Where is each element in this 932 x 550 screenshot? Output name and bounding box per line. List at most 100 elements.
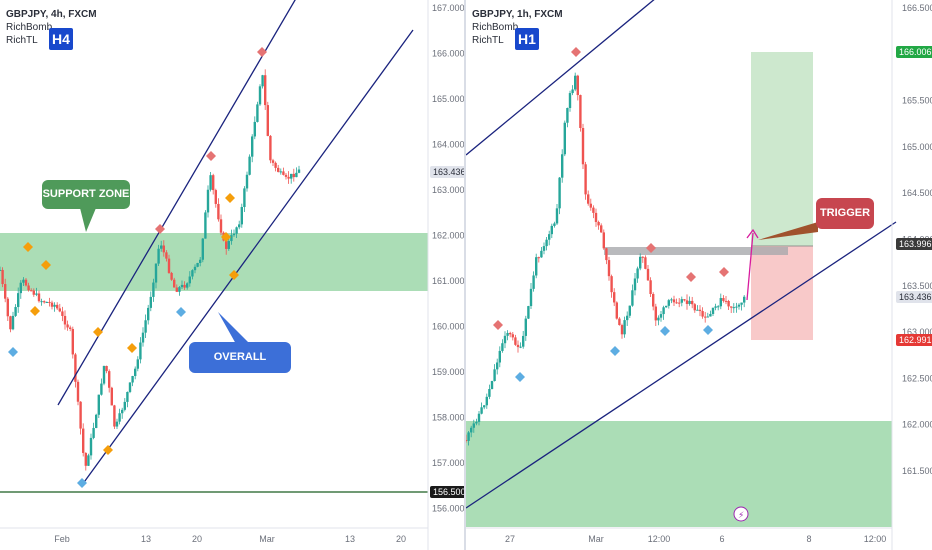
time-tick-label: 13 (141, 534, 151, 544)
time-tick-label: 13 (345, 534, 355, 544)
candle-body (678, 302, 681, 304)
candle-body (693, 304, 696, 311)
right-chart-canvas[interactable]: ⚡ 166.500166.000165.500165.000164.500164… (466, 0, 932, 550)
signal-diamond (155, 224, 165, 234)
resistance-bar (604, 247, 788, 255)
candle-body (297, 169, 301, 173)
candle-body (540, 250, 543, 258)
candle-body (24, 279, 28, 286)
candle-body (147, 307, 150, 321)
upper-trendline (466, 0, 655, 156)
panel-divider[interactable] (464, 0, 466, 550)
price-tick-label: 165.000 (432, 94, 464, 104)
candle-body (587, 194, 590, 204)
candle-body (535, 257, 538, 276)
signal-diamond (719, 267, 729, 277)
candle-body (620, 325, 624, 335)
candle-body (615, 302, 618, 319)
candle-body (110, 387, 113, 406)
right-symbol-line: GBPJPY, 1h, FXCM (472, 9, 563, 20)
time-tick-label: 27 (505, 534, 515, 544)
candle-body (646, 268, 650, 281)
candle-body (691, 300, 694, 305)
candle-body (240, 207, 243, 225)
candle-body (248, 156, 251, 175)
right-time-axis[interactable]: 27 Mar 12:00 6 8 12:00 (505, 534, 886, 544)
right-chart-panel[interactable]: ⚡ 166.500166.000165.500165.000164.500164… (466, 0, 932, 550)
left-current-price-tag: 163.436 (430, 166, 464, 178)
candle-body (214, 190, 217, 204)
overall-bullish-label: OVERALL BULLISH (189, 342, 291, 394)
right-timeframe-badge: H1 (515, 28, 539, 50)
time-tick-label: 20 (192, 534, 202, 544)
candle-body (188, 276, 191, 284)
candle-body (631, 290, 634, 306)
time-tick-label: 8 (806, 534, 811, 544)
candle-body (183, 284, 186, 288)
candle-body (160, 245, 163, 249)
stop-box (751, 246, 813, 340)
candle-body (71, 329, 74, 355)
price-tick-label: 164.000 (432, 140, 464, 150)
signal-diamond (225, 193, 235, 203)
right-target-tag: 166.006 (896, 46, 932, 58)
candle-body (589, 203, 592, 208)
price-tick-label: 158.000 (432, 413, 464, 423)
price-tick-label: 162.000 (432, 231, 464, 241)
right-indicator-2[interactable]: RichTL (472, 35, 504, 46)
left-time-axis[interactable]: Feb 13 20 Mar 13 20 (54, 534, 406, 544)
signal-diamond (515, 372, 525, 382)
candle-body (245, 174, 249, 189)
candle-body (199, 259, 202, 263)
candle-body (22, 279, 25, 283)
price-tick-label: 156.000 (432, 504, 464, 514)
right-current-price-tag: 163.436 (896, 291, 932, 303)
lightning-glyph: ⚡ (738, 511, 744, 521)
candle-body (230, 235, 233, 242)
candle-body (97, 394, 100, 415)
candle-body (19, 282, 22, 294)
left-chart-canvas[interactable]: 167.000 166.000 165.000 164.000 163.000 162.0… (0, 0, 464, 550)
left-indicator-1[interactable]: RichBomb (6, 22, 53, 33)
signal-diamond (103, 445, 113, 455)
candle-body (279, 171, 282, 173)
candle-body (665, 305, 668, 308)
price-tick-label: 166.000 (432, 49, 464, 59)
candle-body (271, 160, 275, 163)
candle-body (633, 278, 637, 291)
candle-body (193, 266, 197, 271)
candle-body (532, 275, 535, 289)
signal-diamond (229, 270, 239, 280)
candle-body (657, 317, 660, 321)
candle-body (602, 232, 605, 249)
candle-body (79, 401, 82, 429)
candle-body (82, 428, 85, 453)
right-legend: GBPJPY, 1h, FXCM RichBomb RichTL (472, 8, 563, 47)
candle-body (92, 427, 95, 438)
left-chart-panel[interactable]: 167.000 166.000 165.000 164.000 163.000 162.0… (0, 0, 464, 550)
candle-body (714, 306, 717, 308)
left-price-axis[interactable]: 167.000 166.000 165.000 164.000 163.000 162.0… (432, 3, 464, 514)
candle-body (466, 440, 468, 441)
candle-body (558, 177, 561, 209)
left-indicator-2[interactable]: RichTL (6, 35, 38, 46)
candle-body (592, 207, 595, 213)
candle-body (600, 225, 603, 233)
time-tick-label: 20 (396, 534, 406, 544)
price-tick-label: 162.000 (902, 420, 932, 430)
candle-body (483, 405, 486, 408)
candle-body (584, 164, 587, 195)
candle-body (740, 302, 743, 305)
lightning-icon[interactable] (733, 506, 749, 522)
signal-diamond (610, 346, 620, 356)
target-box (751, 52, 813, 246)
support-zone-label: SUPPORT ZONE (42, 180, 130, 209)
left-signal-diamonds (8, 47, 267, 488)
signal-diamond (206, 151, 216, 161)
candle-body (480, 407, 483, 414)
right-indicator-1[interactable]: RichBomb (472, 22, 519, 33)
candle-body (201, 238, 204, 260)
candle-body (295, 172, 298, 178)
demand-zone (466, 421, 892, 527)
candle-body (53, 304, 56, 307)
